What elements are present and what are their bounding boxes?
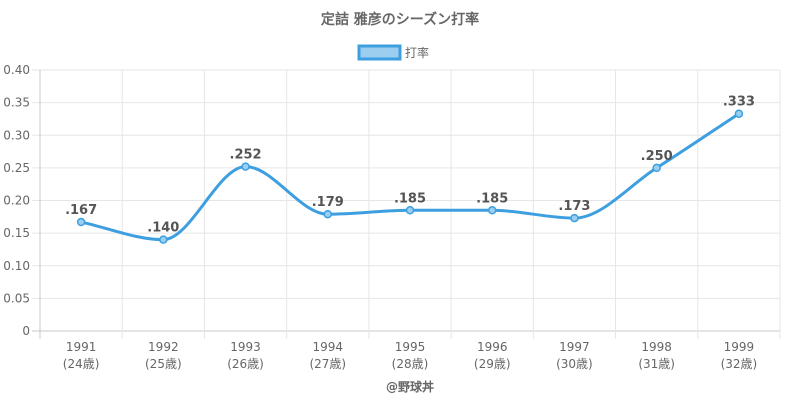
x-tick-label: 1997	[559, 340, 590, 354]
x-tick-label: 1995	[395, 340, 426, 354]
data-points	[76, 109, 744, 244]
x-tick-label: 1993	[230, 340, 261, 354]
x-tick-label: 1991	[66, 340, 97, 354]
x-tick-sublabel: (31歳)	[638, 357, 675, 371]
x-tick-sublabel: (25歳)	[145, 357, 182, 371]
x-tick-sublabel: (32歳)	[721, 357, 758, 371]
x-tick-label: 1992	[148, 340, 179, 354]
footer-credit: @野球丼	[386, 379, 434, 394]
x-tick-sublabel: (24歳)	[63, 357, 100, 371]
data-point	[159, 235, 168, 244]
y-tick-label: 0.40	[3, 63, 30, 77]
x-tick-label: 1996	[477, 340, 508, 354]
data-labels: .167 .140 .252 .179 .185 .185 .173 .250 .333	[65, 95, 755, 236]
data-label: .140	[147, 221, 179, 236]
x-axis: 1991 (24歳) 1992 (25歳) 1993 (26歳) 1994 (27歳) 1995…	[63, 340, 757, 371]
x-tick-sublabel: (30歳)	[556, 357, 593, 371]
x-tick-sublabel: (27歳)	[309, 357, 346, 371]
y-tick-label: 0.15	[3, 226, 30, 240]
y-tick-label: 0.10	[3, 259, 30, 273]
x-tick-sublabel: (28歳)	[392, 357, 429, 371]
data-point	[570, 213, 579, 223]
x-tick-label: 1999	[724, 340, 755, 354]
data-label: .185	[394, 191, 426, 206]
legend[interactable]: 打率	[357, 44, 429, 61]
y-tick-label: 0	[22, 324, 30, 338]
series-line	[80, 112, 740, 242]
data-label: .179	[312, 195, 344, 210]
legend-swatch	[357, 44, 402, 61]
chart-title: 定詰 雅彦のシーズン打率	[321, 11, 479, 28]
data-label: .250	[641, 149, 673, 164]
data-point	[405, 206, 415, 215]
y-tick-label: 0.30	[3, 128, 30, 142]
data-point	[652, 163, 661, 173]
y-tick-label: 0.35	[3, 96, 30, 110]
x-tick-sublabel: (29歳)	[474, 357, 511, 371]
x-tick-sublabel: (26歳)	[227, 357, 264, 371]
x-tick-label: 1994	[313, 340, 344, 354]
y-tick-label: 0.25	[3, 161, 30, 175]
data-point	[487, 206, 497, 215]
data-label: .185	[476, 191, 508, 206]
data-label: .167	[65, 203, 97, 218]
data-point	[76, 217, 86, 227]
x-tick-label: 1998	[641, 340, 672, 354]
data-label: .173	[558, 199, 590, 214]
legend-label: 打率	[405, 45, 429, 60]
data-point	[323, 209, 333, 219]
data-point	[734, 109, 744, 118]
y-tick-label: 0.20	[3, 194, 30, 208]
y-axis: 0 0.05 0.10 0.15 0.20 0.25 0.30 0.35 0.40	[3, 63, 30, 338]
data-label: .333	[723, 95, 755, 110]
data-point	[241, 162, 250, 171]
grid	[32, 69, 781, 339]
y-tick-label: 0.05	[3, 291, 30, 305]
data-label: .252	[230, 148, 262, 163]
